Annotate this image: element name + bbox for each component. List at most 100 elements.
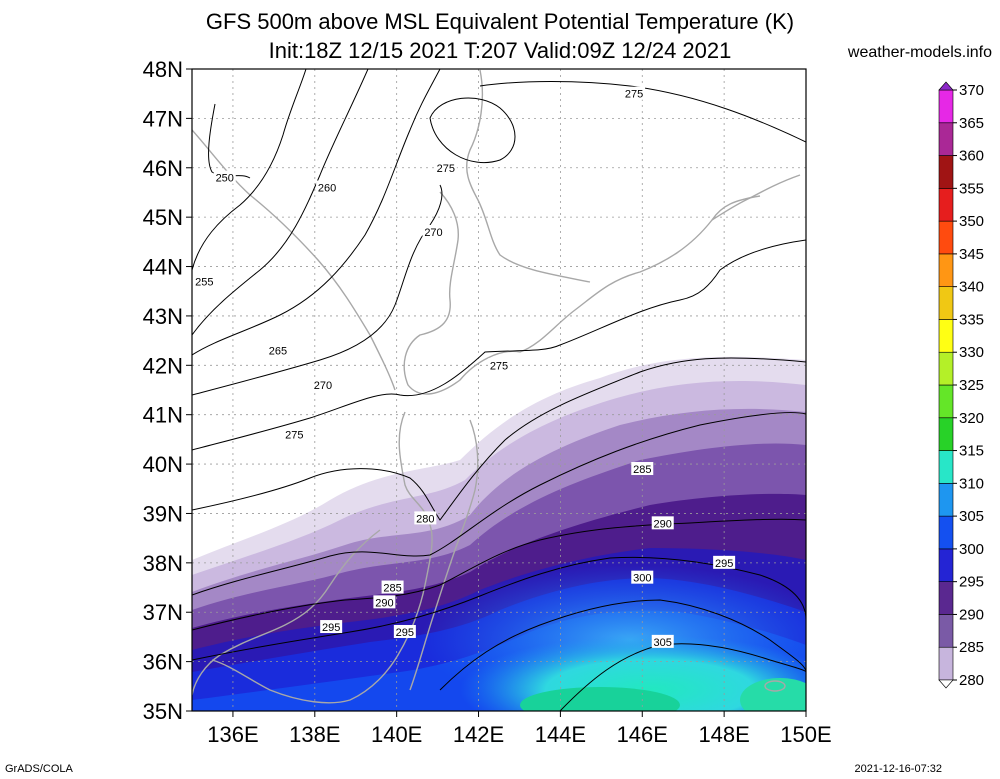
contour-label-bg (320, 620, 343, 634)
lon-label: 138E (289, 722, 340, 747)
colorbar-label: 285 (959, 639, 984, 656)
coast-islet (764, 680, 786, 692)
lon-label: 146E (617, 722, 668, 747)
colorbar-segment (938, 450, 954, 484)
latitude-labels: 35N 36N 37N 38N 39N 40N 41N 42N 43N 44N 45N 46N 47N 4… (143, 57, 183, 724)
contour-label: 295 (396, 627, 414, 639)
contour-290 (192, 518, 806, 631)
contour-305 (559, 643, 806, 711)
contour-label-bg (193, 274, 216, 288)
contour-270 (192, 184, 443, 396)
lat-label: 37N (143, 600, 183, 625)
colorbar-label: 330 (959, 344, 984, 361)
contour-label: 290 (375, 597, 393, 609)
colorbar-segment (938, 483, 954, 517)
contour-label-bg (422, 224, 445, 238)
colorbar-segment (938, 188, 954, 222)
contour-label: 290 (654, 518, 672, 530)
contour-label: 250 (216, 173, 234, 185)
isentropes (192, 69, 806, 711)
contour-label: 275 (437, 163, 455, 175)
coast-sakhalin (466, 69, 591, 283)
contour-label-bg (266, 343, 289, 357)
axis-ticks (186, 68, 807, 717)
contour-label: 280 (416, 513, 434, 525)
lat-label: 36N (143, 650, 183, 675)
colorbar-segment (938, 581, 954, 615)
contour-label-bg (651, 634, 674, 648)
contour-295 (192, 556, 806, 661)
colorbar-label: 310 (959, 475, 984, 492)
contour-275-north (479, 81, 806, 143)
colorbar-segment (938, 384, 954, 419)
colorbar-top-arrow (938, 81, 954, 91)
coastlines (192, 69, 801, 704)
contour-label-bg (651, 516, 674, 530)
contour-label-bg (713, 555, 736, 569)
colorbar-label: 280 (959, 672, 984, 689)
colorbar-segment (938, 417, 954, 451)
footer-software: GrADS/COLA (5, 763, 73, 775)
colorbar-label: 295 (959, 574, 984, 591)
colorbar-segment (938, 220, 954, 255)
contour-label-bg (311, 378, 334, 392)
contour-280 (192, 357, 806, 521)
colorbar-label: 335 (959, 311, 984, 328)
lat-label: 41N (143, 403, 183, 428)
contour-label-bg (414, 511, 437, 525)
lat-label: 48N (143, 57, 183, 82)
lat-label: 46N (143, 156, 183, 181)
colorbar-label: 355 (959, 180, 984, 197)
colorbar-bottom-arrow (938, 679, 954, 689)
map-area: 275 250 260 275 270 255 265 270 275 275 285 280 290 2… (192, 69, 806, 711)
lat-label: 38N (143, 551, 183, 576)
contour-285 (192, 412, 806, 596)
lat-label: 39N (143, 501, 183, 526)
lat-label: 45N (143, 205, 183, 230)
contour-label: 305 (654, 637, 672, 649)
contour-label: 295 (322, 622, 340, 634)
colorbar-label: 365 (959, 115, 984, 132)
colorbar-segment (938, 253, 954, 287)
colorbar-label: 320 (959, 410, 984, 427)
contour-label: 270 (424, 227, 442, 239)
colorbar-segment (938, 548, 954, 582)
contour-label: 285 (383, 583, 401, 595)
lon-label: 142E (453, 722, 504, 747)
lon-label: 140E (371, 722, 422, 747)
contour-label: 275 (285, 429, 303, 441)
longitude-labels: 136E 138E 140E 142E 144E 146E 148E 150E (207, 722, 831, 747)
lat-label: 44N (143, 255, 183, 280)
contour-label-bg (316, 180, 339, 194)
contour-label-bg (373, 595, 396, 609)
contour-label: 300 (633, 573, 651, 585)
lon-label: 136E (207, 722, 258, 747)
contour-label: 260 (318, 183, 336, 195)
colorbar-segment (938, 155, 954, 189)
colorbar-segment (938, 515, 954, 550)
lon-label: 148E (698, 722, 749, 747)
contour-label: 295 (715, 558, 733, 570)
colorbar (938, 81, 957, 689)
colorbar-segment (938, 286, 954, 320)
contour-label-bg (488, 358, 510, 372)
contour-label-bg (434, 160, 457, 174)
colorbar-segment (938, 646, 954, 681)
band-308-blob (520, 687, 680, 711)
chart-title: GFS 500m above MSL Equivalent Potential … (205, 9, 795, 34)
coast-japan-sea (192, 529, 381, 696)
colorbar-segment (938, 122, 954, 156)
lat-label: 40N (143, 452, 183, 477)
band-310-blob (740, 678, 806, 711)
coast-honshu-east (409, 419, 479, 691)
contour-260 (192, 69, 369, 336)
contour-265 (192, 69, 441, 356)
colorbar-segment (938, 351, 954, 386)
lat-label: 43N (143, 304, 183, 329)
lat-label: 35N (143, 699, 183, 724)
colorbar-label: 340 (959, 279, 984, 296)
contour-label-bg (623, 86, 646, 100)
colorbar-labels: 280 285 290 295 300 305 310 315 320 325 330 335 340 3… (959, 82, 984, 689)
contour-label-bg (631, 462, 654, 476)
